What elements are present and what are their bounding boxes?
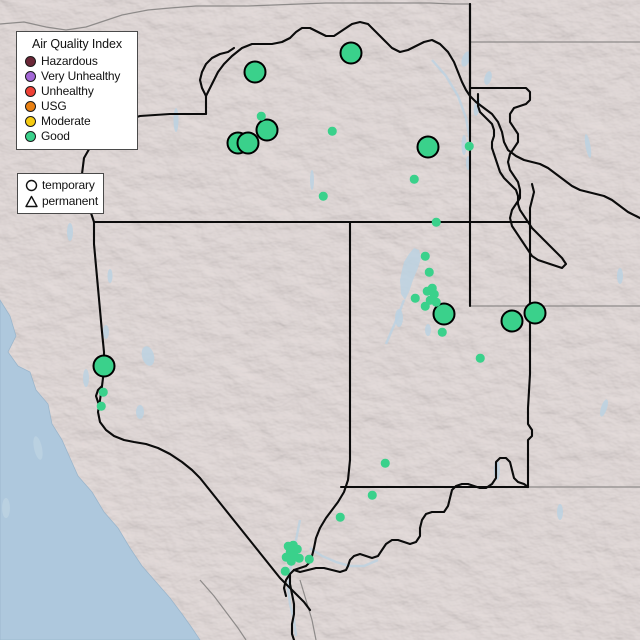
legend-item-very-unhealthy[interactable]: Very Unhealthy [24,69,130,84]
pacific-ocean [0,299,201,640]
monitoring-site-marker[interactable] [289,551,299,561]
legend-item-label: Moderate [41,114,91,128]
monitoring-site-marker[interactable] [427,283,437,293]
monitoring-site-marker[interactable] [424,267,434,277]
good-swatch-icon [25,131,36,142]
monitoring-site-marker[interactable] [431,217,441,227]
legend-item-temporary[interactable]: temporary [24,177,97,193]
monitoring-site-marker[interactable] [304,554,314,564]
monitoring-site-marker[interactable] [255,118,279,142]
moderate-swatch-icon [25,116,36,127]
legend-item-good[interactable]: Good [24,129,130,144]
legend-item-label: permanent [42,193,99,208]
monitoring-site-marker[interactable] [409,174,419,184]
monitoring-site-marker[interactable] [335,512,345,522]
unhealthy-swatch-icon [25,86,36,97]
monitoring-site-marker[interactable] [437,327,447,337]
legend-item-permanent[interactable]: permanent [24,193,99,209]
monitoring-site-marker[interactable] [523,301,547,325]
monitoring-site-marker[interactable] [475,353,485,363]
triangle-outline-icon [25,195,38,207]
monitoring-site-marker[interactable] [98,387,108,397]
monitoring-site-marker[interactable] [243,60,267,84]
monitoring-site-marker[interactable] [327,126,337,136]
legend-item-label: temporary [42,177,95,192]
legend-item-label: Hazardous [41,54,98,68]
monitoring-site-marker[interactable] [339,41,363,65]
usg-swatch-icon [25,101,36,112]
legend-item-unhealthy[interactable]: Unhealthy [24,84,130,99]
monitoring-site-marker[interactable] [432,302,456,326]
monitoring-site-marker[interactable] [380,458,390,468]
monitoring-site-marker[interactable] [318,191,328,201]
monitoring-site-marker[interactable] [431,297,441,307]
monitoring-site-marker[interactable] [292,544,302,554]
monitoring-site-marker[interactable] [500,309,524,333]
hazardous-swatch-icon [25,56,36,67]
monitoring-site-marker[interactable] [236,131,260,155]
legend-site-type[interactable]: temporary permanent [17,173,104,214]
monitoring-site-marker[interactable] [294,553,304,563]
monitoring-site-marker[interactable] [286,556,296,566]
monitoring-site-marker[interactable] [416,135,440,159]
monitoring-site-marker[interactable] [92,354,116,378]
monitoring-site-marker[interactable] [256,111,266,121]
circle-outline-icon [25,179,38,191]
legend-item-label: Unhealthy [41,84,94,98]
state-borders [80,2,640,640]
monitoring-site-marker[interactable] [367,490,377,500]
legend-item-usg[interactable]: USG [24,99,130,114]
legend-item-label: Good [41,129,70,143]
monitoring-site-marker[interactable] [420,301,430,311]
monitoring-site-marker[interactable] [425,295,435,305]
legend-item-label: USG [41,99,67,113]
monitoring-site-marker[interactable] [280,566,290,576]
legend-item-moderate[interactable]: Moderate [24,114,130,129]
monitoring-site-marker[interactable] [429,289,439,299]
monitoring-site-marker[interactable] [410,293,420,303]
very-unhealthy-swatch-icon [25,71,36,82]
legend-title: Air Quality Index [31,37,122,51]
monitoring-site-marker[interactable] [422,286,432,296]
monitoring-site-marker[interactable] [96,401,106,411]
legend-air-quality-index[interactable]: Air Quality Index Hazardous Very Unhealt… [16,31,138,150]
monitoring-site-marker[interactable] [420,251,430,261]
monitoring-site-marker[interactable] [283,541,293,551]
legend-item-label: Very Unhealthy [41,69,121,83]
monitoring-site-marker[interactable] [464,141,474,151]
monitoring-site-marker[interactable] [281,552,291,562]
legend-item-hazardous[interactable]: Hazardous [24,54,130,69]
